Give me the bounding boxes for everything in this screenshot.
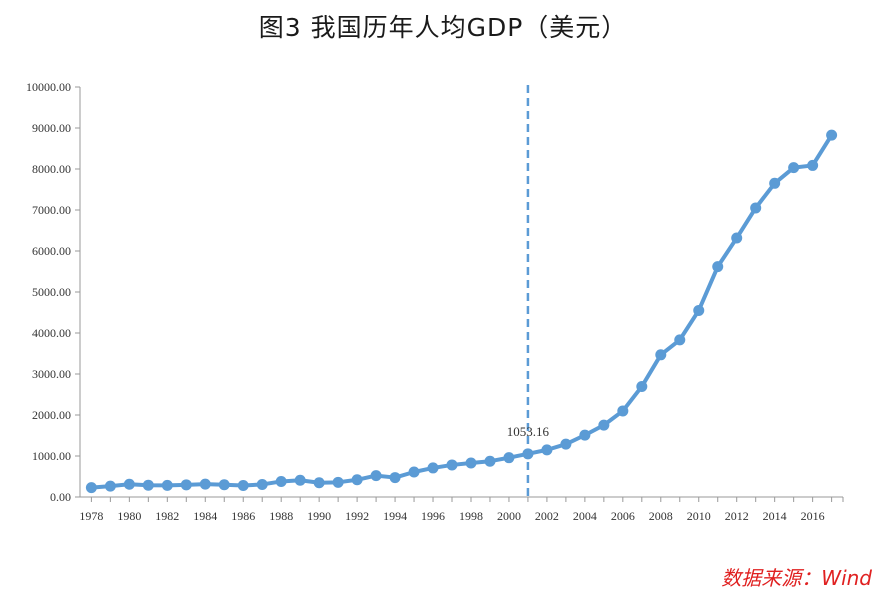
annotation-label: 1053.16: [507, 424, 550, 439]
x-tick-label: 1992: [345, 509, 369, 523]
y-tick-label: 7000.00: [32, 203, 71, 217]
chart-title: 图3 我国历年人均GDP（美元）: [258, 13, 628, 42]
data-point: [294, 474, 306, 486]
y-tick-label: 5000.00: [32, 285, 71, 299]
x-tick-label: 2006: [611, 509, 635, 523]
x-tick-label: 1990: [307, 509, 331, 523]
data-point: [769, 177, 781, 189]
data-point: [674, 334, 686, 346]
data-point: [332, 476, 344, 488]
y-tick-label: 4000.00: [32, 326, 71, 340]
data-point: [712, 261, 724, 273]
x-tick-label: 1996: [421, 509, 445, 523]
x-tick-label: 2002: [535, 509, 559, 523]
data-point: [560, 438, 572, 450]
x-tick-label: 2010: [687, 509, 711, 523]
data-point: [693, 304, 705, 316]
data-point: [199, 478, 211, 490]
data-point: [579, 429, 591, 441]
data-point: [408, 466, 420, 478]
data-point: [465, 457, 477, 469]
y-tick-label: 0.00: [50, 490, 71, 504]
data-point: [256, 478, 268, 490]
data-point: [807, 159, 819, 171]
data-point: [731, 232, 743, 244]
data-point: [313, 477, 325, 489]
x-tick-label: 1988: [269, 509, 293, 523]
source-note: 数据来源：Wind: [721, 566, 872, 590]
data-point: [484, 455, 496, 467]
series-group: [85, 129, 838, 494]
data-point: [427, 462, 439, 474]
data-point: [123, 478, 135, 490]
annotation-group: 1053.16: [507, 85, 550, 497]
data-point: [351, 474, 363, 486]
y-tick-label: 8000.00: [32, 162, 71, 176]
data-point: [275, 475, 287, 487]
data-point: [636, 381, 648, 393]
data-point: [237, 479, 249, 491]
data-point: [788, 162, 800, 174]
data-point: [655, 349, 667, 361]
data-point: [503, 452, 515, 464]
y-tick-label: 1000.00: [32, 449, 71, 463]
x-tick-label: 2004: [573, 509, 597, 523]
data-point: [142, 479, 154, 491]
x-tick-label: 1994: [383, 509, 407, 523]
data-point: [104, 480, 116, 492]
data-point: [598, 419, 610, 431]
x-tick-label: 2012: [725, 509, 749, 523]
axes: [79, 87, 843, 498]
x-tick-label: 2016: [801, 509, 825, 523]
x-tick-label: 2008: [649, 509, 673, 523]
x-tick-label: 1998: [459, 509, 483, 523]
y-axis-ticks: 0.00 1000.00 2000.00 3000.00 4000.00 5000.00 6…: [26, 80, 80, 504]
data-point: [161, 479, 173, 491]
data-point: [180, 479, 192, 491]
data-point: [389, 472, 401, 484]
x-tick-label: 1978: [79, 509, 103, 523]
x-tick-label: 2014: [763, 509, 787, 523]
data-point: [617, 405, 629, 417]
data-point: [541, 444, 553, 456]
y-tick-label: 3000.00: [32, 367, 71, 381]
series-line: [91, 134, 834, 490]
x-tick-label: 1982: [155, 509, 179, 523]
data-point: [750, 202, 762, 214]
data-point: [370, 470, 382, 482]
x-tick-label: 1980: [117, 509, 141, 523]
x-tick-label: 2000: [497, 509, 521, 523]
data-point: [85, 482, 97, 494]
y-tick-label: 9000.00: [32, 121, 71, 135]
data-point: [826, 129, 838, 141]
data-point: [218, 479, 230, 491]
y-tick-label: 2000.00: [32, 408, 71, 422]
data-point: [446, 459, 458, 471]
data-point: [522, 448, 534, 460]
x-tick-label: 1984: [193, 509, 217, 523]
x-axis-ticks: 1978 1980 1982 1984 1986 1988 1990 1992 1994 1996…: [79, 497, 844, 523]
x-tick-label: 1986: [231, 509, 255, 523]
y-tick-label: 10000.00: [26, 80, 71, 94]
y-tick-label: 6000.00: [32, 244, 71, 258]
